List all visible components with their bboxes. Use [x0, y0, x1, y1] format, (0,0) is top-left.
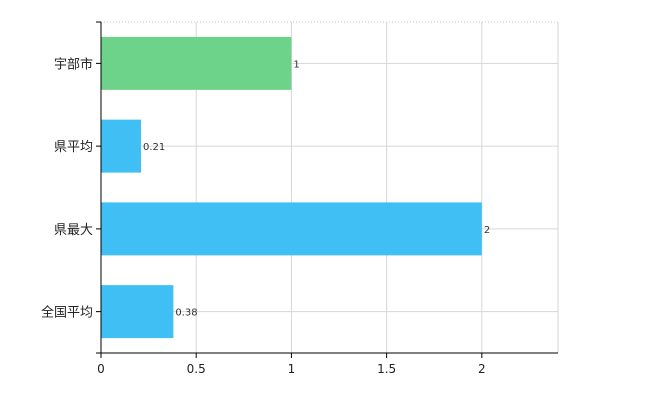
- bar: [101, 285, 174, 339]
- bars: [101, 36, 482, 339]
- y-tick-label: 県最大: [54, 223, 93, 238]
- labels: 1 宇部市 0.21 県平均 2 県最大 0.38 全国平均 0 0.5 1 1.5 2: [41, 56, 490, 376]
- data-label: 1: [293, 59, 299, 70]
- x-tick-label: 1.5: [377, 362, 396, 376]
- data-label: 2: [484, 225, 490, 236]
- y-tick-label: 宇部市: [54, 56, 93, 72]
- bar: [101, 119, 141, 173]
- data-label: 0.38: [175, 308, 197, 319]
- data-label: 0.21: [143, 142, 165, 153]
- x-tick-label: 0.5: [187, 362, 206, 376]
- y-tick-label: 県平均: [54, 140, 93, 155]
- axes: [96, 21, 558, 358]
- x-tick-label: 2: [478, 362, 486, 376]
- x-tick-label: 1: [288, 362, 296, 376]
- y-tick-label: 全国平均: [41, 305, 93, 321]
- x-tick-label: 0: [97, 362, 105, 376]
- bar: [101, 36, 292, 90]
- bar: [101, 202, 482, 256]
